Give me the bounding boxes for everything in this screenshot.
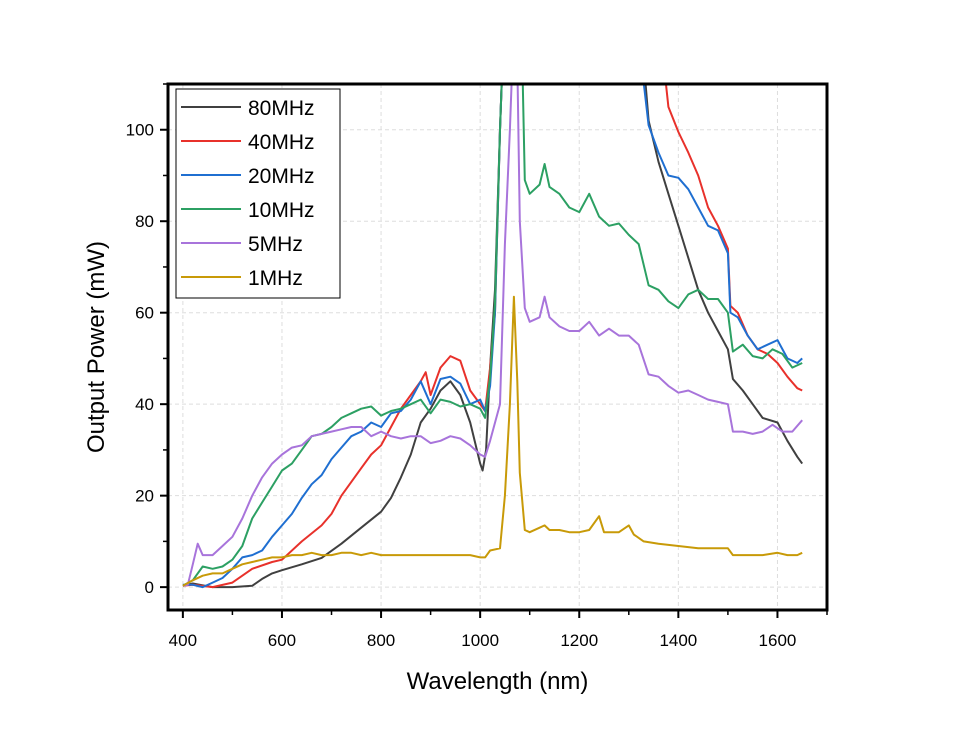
legend-label: 20MHz [248, 165, 315, 188]
legend-label: 1MHz [248, 267, 303, 290]
x-tick-label: 1600 [759, 631, 797, 650]
x-tick-label: 400 [169, 631, 197, 650]
x-axis-label: Wavelength (nm) [407, 668, 589, 695]
legend-box [175, 88, 341, 299]
y-tick-label: 60 [135, 304, 154, 323]
y-tick-label: 20 [135, 487, 154, 506]
series-line-40MHz [182, 84, 803, 589]
series-line-1MHz [182, 295, 803, 587]
x-tick-label: 1200 [560, 631, 598, 650]
legend-label: 40MHz [248, 131, 315, 154]
series-line-80MHz [182, 84, 804, 589]
series-line-5MHz [182, 84, 803, 587]
grid [168, 84, 827, 610]
legend-label: 5MHz [248, 233, 303, 256]
legend-label: 10MHz [248, 199, 315, 222]
legend-label: 80MHz [248, 97, 315, 120]
y-tick-label: 0 [145, 578, 154, 597]
y-tick-label: 80 [135, 212, 154, 231]
series-line-20MHz [182, 84, 803, 589]
y-tick-label: 40 [135, 395, 154, 414]
y-axis-label: Output Power (mW) [83, 241, 110, 453]
series-line-10MHz [182, 84, 803, 587]
legend: 80MHz 40MHz 20MHz 10MHz 5MHz 1MHz [175, 88, 341, 299]
x-tick-label: 1400 [659, 631, 697, 650]
plot-frame [166, 82, 829, 612]
x-tick-label: 1000 [461, 631, 499, 650]
x-tick-label: 600 [268, 631, 296, 650]
data-lines [182, 84, 804, 589]
ticks: 400 600 800 1000 1200 1400 1600 0 20 40 60 80 100 [126, 83, 828, 650]
y-tick-label: 100 [126, 121, 154, 140]
x-tick-label: 800 [367, 631, 395, 650]
